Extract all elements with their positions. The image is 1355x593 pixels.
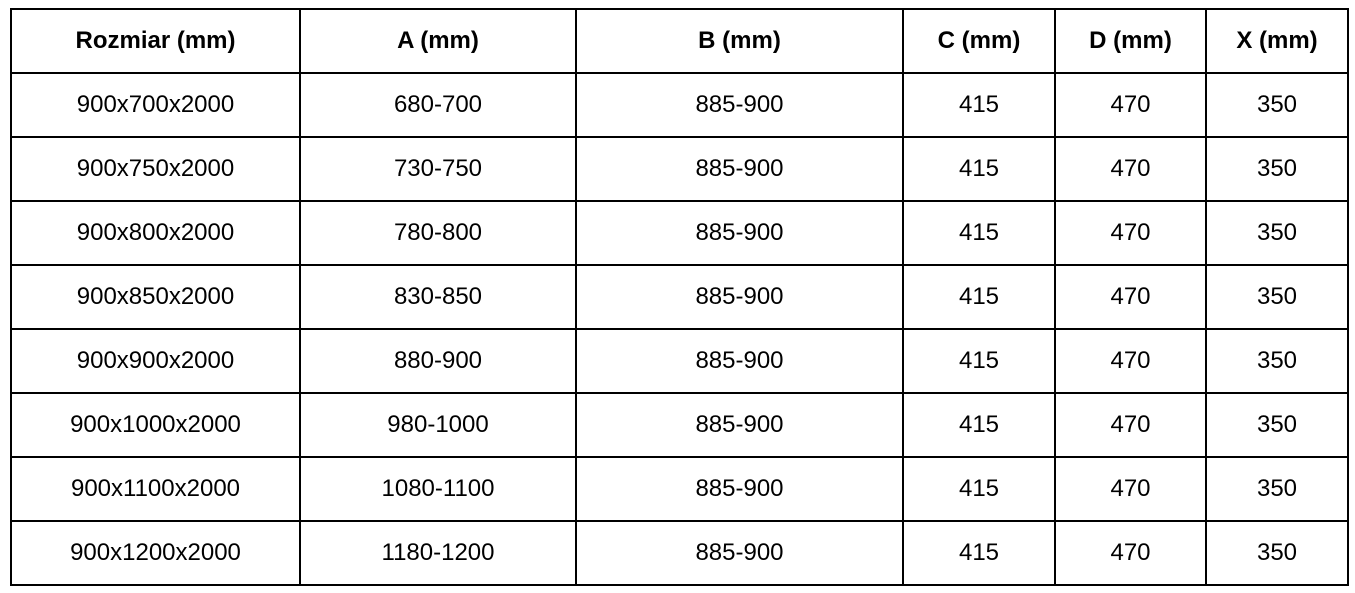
column-header: C (mm) [902, 8, 1056, 74]
table-cell: 730-750 [299, 136, 577, 202]
table-cell: 900x850x2000 [10, 264, 301, 330]
column-header: B (mm) [575, 8, 904, 74]
table-cell: 415 [902, 264, 1056, 330]
table-cell: 900x1100x2000 [10, 456, 301, 522]
table-cell: 900x800x2000 [10, 200, 301, 266]
table-cell: 680-700 [299, 72, 577, 138]
table-cell: 885-900 [575, 200, 904, 266]
table-cell: 350 [1205, 520, 1349, 586]
table-row: 900x750x2000 730-750 885-900 415 470 350 [10, 136, 1349, 202]
table-cell: 415 [902, 72, 1056, 138]
table-cell: 415 [902, 520, 1056, 586]
table-cell: 350 [1205, 328, 1349, 394]
table-cell: 415 [902, 456, 1056, 522]
table-cell: 470 [1054, 136, 1207, 202]
table-cell: 415 [902, 328, 1056, 394]
table-cell: 350 [1205, 136, 1349, 202]
column-header: Rozmiar (mm) [10, 8, 301, 74]
column-header: A (mm) [299, 8, 577, 74]
table-cell: 415 [902, 200, 1056, 266]
table-cell: 885-900 [575, 392, 904, 458]
table-cell: 885-900 [575, 328, 904, 394]
table-body: 900x700x2000 680-700 885-900 415 470 350 900x7… [10, 72, 1349, 586]
table-cell: 470 [1054, 456, 1207, 522]
table-cell: 885-900 [575, 520, 904, 586]
table-cell: 900x750x2000 [10, 136, 301, 202]
column-header: D (mm) [1054, 8, 1207, 74]
table-cell: 885-900 [575, 456, 904, 522]
table-cell: 900x900x2000 [10, 328, 301, 394]
table-cell: 470 [1054, 264, 1207, 330]
table-row: 900x1000x2000 980-1000 885-900 415 470 350 [10, 392, 1349, 458]
table-row: 900x900x2000 880-900 885-900 415 470 350 [10, 328, 1349, 394]
table-cell: 350 [1205, 456, 1349, 522]
table-cell: 350 [1205, 264, 1349, 330]
table-cell: 470 [1054, 72, 1207, 138]
table-row: 900x1100x2000 1080-1100 885-900 415 470 350 [10, 456, 1349, 522]
table-cell: 350 [1205, 200, 1349, 266]
table-cell: 880-900 [299, 328, 577, 394]
table-cell: 900x1200x2000 [10, 520, 301, 586]
table-cell: 1180-1200 [299, 520, 577, 586]
table-cell: 350 [1205, 72, 1349, 138]
table-cell: 415 [902, 136, 1056, 202]
table-cell: 470 [1054, 520, 1207, 586]
table-row: 900x850x2000 830-850 885-900 415 470 350 [10, 264, 1349, 330]
table-cell: 1080-1100 [299, 456, 577, 522]
table-cell: 885-900 [575, 264, 904, 330]
table-row: 900x700x2000 680-700 885-900 415 470 350 [10, 72, 1349, 138]
table-cell: 980-1000 [299, 392, 577, 458]
table-cell: 885-900 [575, 72, 904, 138]
table-row: 900x800x2000 780-800 885-900 415 470 350 [10, 200, 1349, 266]
table-cell: 350 [1205, 392, 1349, 458]
table-cell: 415 [902, 392, 1056, 458]
dimension-spec-table: Rozmiar (mm) A (mm) B (mm) C (mm) D (mm) X (m… [10, 8, 1349, 586]
table-cell: 900x1000x2000 [10, 392, 301, 458]
table-cell: 470 [1054, 392, 1207, 458]
table-cell: 900x700x2000 [10, 72, 301, 138]
table-row: 900x1200x2000 1180-1200 885-900 415 470 350 [10, 520, 1349, 586]
table-cell: 470 [1054, 328, 1207, 394]
table-header: Rozmiar (mm) A (mm) B (mm) C (mm) D (mm) X (m… [10, 8, 1349, 74]
table-cell: 830-850 [299, 264, 577, 330]
table-cell: 470 [1054, 200, 1207, 266]
column-header: X (mm) [1205, 8, 1349, 74]
header-row: Rozmiar (mm) A (mm) B (mm) C (mm) D (mm) X (m… [10, 8, 1349, 74]
table-cell: 885-900 [575, 136, 904, 202]
table-cell: 780-800 [299, 200, 577, 266]
